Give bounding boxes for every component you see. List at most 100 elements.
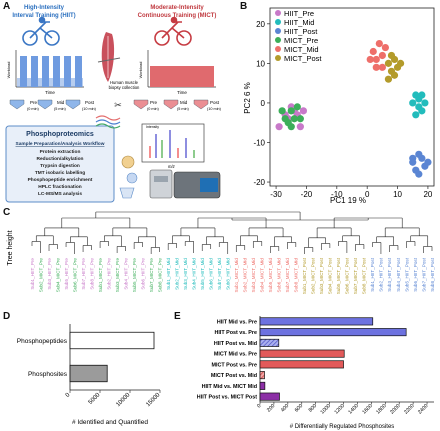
dendrogram-leaf-label: Sub4_MICT_Pre [55, 258, 60, 293]
mict-title-line2: Continuous Training (MICT) [138, 13, 217, 19]
dendrogram-leaf-label: Sub8_MICT_Post [362, 257, 367, 294]
pca-point [296, 115, 304, 123]
dendrogram-y-axis-label: Tree height [7, 230, 14, 265]
dendrogram-leaf-label: Sub2_MICT_Pre [38, 258, 43, 293]
tube-mict-pre-time: (0 min) [147, 107, 160, 111]
pca-point [293, 103, 301, 111]
legend-marker [275, 37, 281, 43]
dendrogram-leaf-label: Sub6_MICT_Pre [72, 258, 77, 293]
bar-e-x-tick-label: 2000 [389, 403, 401, 415]
bar-d-category-label: Phosphosites [28, 371, 68, 378]
dendrogram-leaf-label: Sub4_MICT_Post [328, 257, 333, 294]
dendrogram-leaf-label: Sub4_HIIT_Mid [192, 258, 197, 290]
legend-label: MICT_Mid [284, 45, 319, 54]
spectrum-y-label: Intensity [146, 125, 159, 129]
bar-e-category-label: MICT Post vs. Mid [211, 373, 257, 379]
muscle-biopsy-icon [97, 32, 121, 82]
dendrogram-leaf-label: Sub6_MICT_Mid [277, 258, 282, 293]
pca-point [384, 59, 393, 67]
dendrogram-leaf-label: Sub2_MICT_Mid [243, 258, 248, 293]
dendrogram-leaf-label: Sub1_MICT_Post [302, 257, 307, 294]
dendrogram-leaf-label: Sub8_MICT_Mid [294, 258, 299, 293]
bar-d-x-tick-label: 15000 [145, 392, 162, 409]
pca-point [278, 107, 286, 115]
dendrogram-leaf-label: Sub6_MICT_Post [345, 257, 350, 294]
bar-e-bar [259, 317, 374, 326]
bar-e-x-tick-label: 800 [308, 403, 318, 413]
mict-time-axis-label: Time [177, 90, 187, 95]
legend-label: MICT_Pre [284, 36, 318, 45]
dendrogram-leaf-label: Sub1_MICT_Mid [234, 258, 239, 293]
pca-x-tick-label: 0 [365, 190, 370, 199]
pca-point [390, 71, 399, 79]
bar-e-bar [259, 338, 280, 347]
workflow-subtitle: Sample Preparation/Analysis Workflow [16, 141, 105, 147]
bar-e-x-tick-label: 1800 [375, 403, 387, 415]
bar-e-category-label: HIIT Post vs. Mid [214, 341, 257, 347]
bar-e-x-tick-label: 2400 [417, 403, 429, 415]
tubes-mict [133, 99, 209, 110]
hiit-title-line2: Interval Training (HIIT) [12, 13, 75, 19]
bar-e-x-tick-label: 1400 [347, 403, 359, 415]
pca-x-tick-label: 20 [423, 190, 432, 199]
bar-e-category-label: HIIT Post vs. Pre [214, 330, 257, 336]
pca-point [396, 59, 405, 67]
pca-point [372, 63, 380, 71]
bar-e-x-tick-label: 1000 [320, 403, 332, 415]
bar-e-x-tick-label: 400 [280, 403, 290, 413]
pca-legend: HIIT_PreHIIT_MidHIIT_PostMICT_PreMICT_Mi… [275, 9, 322, 63]
bar-e-category-label: MICT Post vs. Pre [211, 362, 257, 368]
dendrogram-leaf-label: Sub3_MICT_Pre [115, 258, 120, 293]
workflow-step: TMT isobaric labelling [35, 170, 85, 176]
panel-letter-c: C [3, 207, 11, 218]
pca-point [378, 63, 386, 71]
tube-hiit-pre-time: (0 min) [27, 107, 40, 111]
scissors-icon: ✂ [114, 100, 122, 110]
dendrogram-leaf-label: Sub7_MICT_Post [353, 257, 358, 294]
dendrogram-leaf-label: Sub1_MICT_Pre [98, 258, 103, 293]
pca-y-tick-label: 10 [256, 59, 265, 68]
dendrogram-leaf-label: Sub2_MICT_Post [311, 257, 316, 294]
muscle-caption-line2: biopsy collection [109, 85, 140, 90]
pca-point [372, 55, 380, 64]
legend-marker [275, 19, 281, 25]
mict-workload-chart [147, 50, 216, 88]
legend-marker [275, 46, 281, 52]
workflow-box [5, 125, 115, 203]
lc-ms-instrument-icon [149, 169, 221, 199]
pca-points [275, 40, 432, 178]
dendrogram-leaf-label: Sub8_HIIT_Pre [89, 258, 94, 290]
dendrogram-leaf-label: Sub8_HIIT_Mid [226, 258, 231, 290]
dendrogram-leaf-labels: Sub1_HIIT_Pre Sub2_MICT_Pre Sub3_HIIT_Pre S… [30, 257, 435, 294]
pca-point [299, 107, 308, 115]
mict-title-line1: Moderate-Intensity [150, 5, 204, 11]
bar-e-category-label: HIIT Mid vs. Pre [217, 319, 257, 325]
cyclist-hiit-icon [22, 16, 60, 46]
dendrogram-leaf-label: Sub2_HIIT_Post [379, 257, 384, 291]
dendrogram-leaf-label: Sub5_HIIT_Pre [64, 258, 69, 290]
dendrogram-leaf-label: Sub7_HIIT_Pre [81, 258, 86, 290]
dendrogram-leaf-label: Sub7_HIIT_Post [421, 257, 426, 291]
bar-e-bars: HIIT Mid vs. Pre HIIT Post vs. Pre HIIT Po… [197, 317, 407, 401]
tube-hiit-mid-time: (5 min) [54, 107, 67, 111]
pca-point [290, 115, 298, 123]
bar-d-x-axis-label: # Identified and Quantified [72, 419, 148, 426]
tube-mict-mid-time: (5 min) [177, 107, 190, 111]
legend-label: HIIT_Pre [284, 9, 314, 18]
dendrogram-leaf-label: Sub4_MICT_Mid [260, 258, 265, 293]
legend-marker [275, 55, 281, 61]
legend-label: MICT_Post [284, 54, 322, 63]
legend-label: HIIT_Mid [284, 18, 314, 27]
identified-quantified-bar-chart: 0 5000 10000 15000 Phosphopeptides Phosphosi… [17, 324, 162, 426]
panel-letter-e: E [174, 311, 181, 322]
tube-mict-mid-label: Mid [180, 100, 188, 105]
pca-scatter-plot: -30 -20 -10 0 10 20 -20 -10 0 10 20 HIIT_PreHIIT_M… [243, 7, 435, 205]
bar-d-bar [69, 331, 155, 350]
pca-point [412, 91, 420, 99]
dendrogram-leaf-label: Sub6_HIIT_Mid [209, 258, 214, 290]
bar-e-category-label: HIIT Mid vs. MICT Mid [202, 384, 257, 390]
mict-workload-axis-label: Workload [138, 62, 143, 79]
pca-point [275, 123, 283, 131]
pca-y-tick-label: 0 [261, 99, 266, 108]
bar-e-x-tick-label: 0 [256, 403, 262, 409]
